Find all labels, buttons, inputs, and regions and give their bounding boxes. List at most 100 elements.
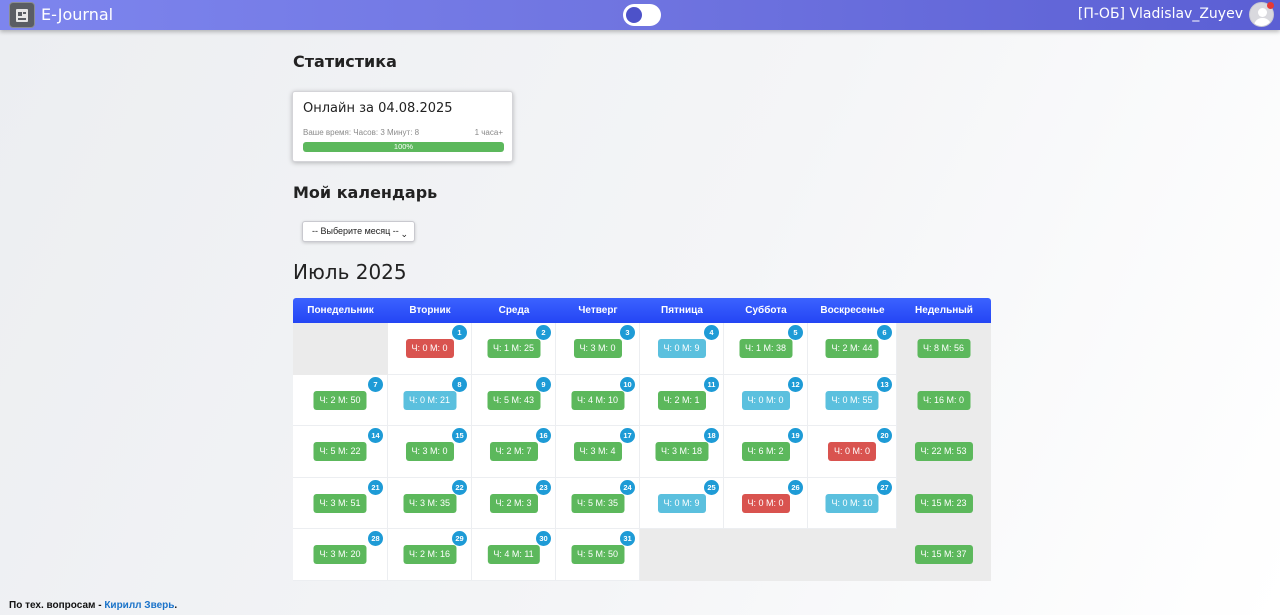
day-cell: Ч: 2 М: 44 6 <box>808 323 897 375</box>
day-number-badge: 20 <box>877 428 892 443</box>
day-cell: Ч: 5 М: 35 24 <box>556 478 640 529</box>
stat-card-title: Онлайн за 04.08.2025 <box>303 101 453 116</box>
month-title: Июль 2025 <box>293 260 407 284</box>
day-time-badge[interactable]: Ч: 5 М: 22 <box>313 442 367 461</box>
day-time-badge[interactable]: Ч: 1 М: 25 <box>486 339 541 358</box>
month-select[interactable]: -- Выберите месяц -- ⌄ <box>302 221 415 242</box>
day-time-badge[interactable]: Ч: 3 М: 4 <box>573 442 622 461</box>
day-time-badge[interactable]: Ч: 0 М: 0 <box>405 339 454 358</box>
day-cell: Ч: 2 М: 50 7 <box>293 375 388 426</box>
day-number-badge: 27 <box>877 480 892 495</box>
brand-title[interactable]: E-Journal <box>41 5 114 24</box>
top-navbar: E-Journal [П-ОБ] Vladislav_Zuyev <box>0 0 1280 30</box>
day-cell: Ч: 3 М: 20 28 <box>293 529 388 581</box>
day-number-badge: 2 <box>536 325 551 340</box>
day-time-badge[interactable]: Ч: 2 М: 16 <box>402 545 457 564</box>
weekly-total-badge[interactable]: Ч: 15 М: 23 <box>914 494 973 513</box>
column-header-3: Четверг <box>578 305 618 316</box>
journal-logo-icon[interactable] <box>9 2 35 28</box>
day-cell: Ч: 3 М: 18 18 <box>640 426 724 478</box>
day-time-badge[interactable]: Ч: 2 М: 3 <box>489 494 538 513</box>
day-number-badge: 15 <box>452 428 467 443</box>
day-number-badge: 26 <box>788 480 803 495</box>
weekly-total-badge[interactable]: Ч: 8 М: 56 <box>916 339 971 358</box>
day-time-badge[interactable]: Ч: 2 М: 7 <box>489 442 538 461</box>
day-cell: Ч: 2 М: 1 11 <box>640 375 724 426</box>
day-number-badge: 22 <box>452 480 467 495</box>
day-cell: Ч: 5 М: 43 9 <box>472 375 556 426</box>
day-time-badge[interactable]: Ч: 5 М: 50 <box>570 545 625 564</box>
day-time-badge[interactable]: Ч: 0 М: 0 <box>827 442 877 461</box>
day-time-badge[interactable]: Ч: 1 М: 38 <box>738 339 793 358</box>
support-contact-link[interactable]: Кирилл Зверь <box>104 600 175 611</box>
day-number-badge: 25 <box>704 480 719 495</box>
column-header-4: Пятница <box>661 305 703 316</box>
day-cell: Ч: 5 М: 50 31 <box>556 529 640 581</box>
your-time-text: Ваше время: Часов: 3 Минут: 8 <box>303 128 420 137</box>
day-number-badge: 3 <box>620 325 635 340</box>
day-time-badge[interactable]: Ч: 2 М: 50 <box>313 391 367 410</box>
day-time-badge[interactable]: Ч: 0 М: 0 <box>741 494 790 513</box>
day-time-badge[interactable]: Ч: 5 М: 35 <box>570 494 625 513</box>
day-number-badge: 24 <box>620 480 635 495</box>
day-time-badge[interactable]: Ч: 3 М: 20 <box>313 545 367 564</box>
day-number-badge: 17 <box>620 428 635 443</box>
day-number-badge: 14 <box>368 428 383 443</box>
column-header-2: Среда <box>498 305 530 316</box>
day-cell: Ч: 4 М: 10 10 <box>556 375 640 426</box>
weekly-total-badge[interactable]: Ч: 15 М: 37 <box>914 545 973 564</box>
column-header-1: Вторник <box>409 305 451 316</box>
day-number-badge: 29 <box>452 531 467 546</box>
day-number-badge: 6 <box>877 325 892 340</box>
day-time-badge[interactable]: Ч: 0 М: 9 <box>657 339 706 358</box>
day-time-badge[interactable]: Ч: 4 М: 11 <box>487 545 540 564</box>
stats-heading: Статистика <box>293 52 397 71</box>
day-number-badge: 11 <box>704 377 719 392</box>
day-time-badge[interactable]: Ч: 2 М: 44 <box>825 339 879 358</box>
day-time-badge[interactable]: Ч: 0 М: 9 <box>657 494 706 513</box>
notification-dot-icon <box>1267 2 1274 9</box>
weekly-total-cell: Ч: 22 М: 53 <box>897 426 991 478</box>
empty-day-cell <box>293 323 388 375</box>
day-time-badge[interactable]: Ч: 6 М: 2 <box>741 442 790 461</box>
online-progress-bar: 100% <box>303 142 504 152</box>
day-time-badge[interactable]: Ч: 4 М: 10 <box>570 391 625 410</box>
calendar-header-row: Понедельник Вторник Среда Четверг Пятница Суб… <box>293 298 991 323</box>
day-time-badge[interactable]: Ч: 0 М: 10 <box>825 494 879 513</box>
day-time-badge[interactable]: Ч: 3 М: 35 <box>402 494 457 513</box>
day-cell: Ч: 0 М: 9 25 <box>640 478 724 529</box>
day-number-badge: 12 <box>788 377 803 392</box>
empty-day-cell <box>724 529 808 581</box>
empty-day-cell <box>808 529 897 581</box>
weekly-total-badge[interactable]: Ч: 22 М: 53 <box>914 442 973 461</box>
day-cell: Ч: 2 М: 16 29 <box>388 529 472 581</box>
day-time-badge[interactable]: Ч: 5 М: 43 <box>486 391 541 410</box>
day-cell: Ч: 2 М: 3 23 <box>472 478 556 529</box>
day-cell: Ч: 2 М: 7 16 <box>472 426 556 478</box>
column-header-6: Воскресенье <box>820 305 885 316</box>
calendar-heading: Мой календарь <box>293 183 438 202</box>
day-cell: Ч: 3 М: 0 15 <box>388 426 472 478</box>
day-cell: Ч: 1 М: 38 5 <box>724 323 808 375</box>
calendar-body: Ч: 0 М: 0 1 Ч: 1 М: 25 2 Ч: 3 М: 0 3 Ч: 0 М: 9… <box>293 323 991 581</box>
empty-day-cell <box>640 529 724 581</box>
day-time-badge[interactable]: Ч: 3 М: 18 <box>654 442 709 461</box>
theme-toggle[interactable] <box>623 4 661 26</box>
day-time-badge[interactable]: Ч: 2 М: 1 <box>657 391 706 410</box>
user-name[interactable]: [П-ОБ] Vladislav_Zuyev <box>1077 6 1243 22</box>
day-cell: Ч: 5 М: 22 14 <box>293 426 388 478</box>
day-cell: Ч: 3 М: 51 21 <box>293 478 388 529</box>
day-time-badge[interactable]: Ч: 3 М: 0 <box>405 442 454 461</box>
day-time-badge[interactable]: Ч: 3 М: 51 <box>313 494 367 513</box>
day-time-badge[interactable]: Ч: 0 М: 55 <box>825 391 879 410</box>
month-select-value: -- Выберите месяц -- <box>312 226 399 236</box>
day-time-badge[interactable]: Ч: 0 М: 21 <box>402 391 457 410</box>
day-time-badge[interactable]: Ч: 0 М: 0 <box>741 391 790 410</box>
day-number-badge: 13 <box>877 377 892 392</box>
day-time-badge[interactable]: Ч: 3 М: 0 <box>573 339 622 358</box>
weekly-total-badge[interactable]: Ч: 16 М: 0 <box>916 391 971 410</box>
column-header-0: Понедельник <box>307 305 374 316</box>
toggle-knob <box>626 7 642 23</box>
